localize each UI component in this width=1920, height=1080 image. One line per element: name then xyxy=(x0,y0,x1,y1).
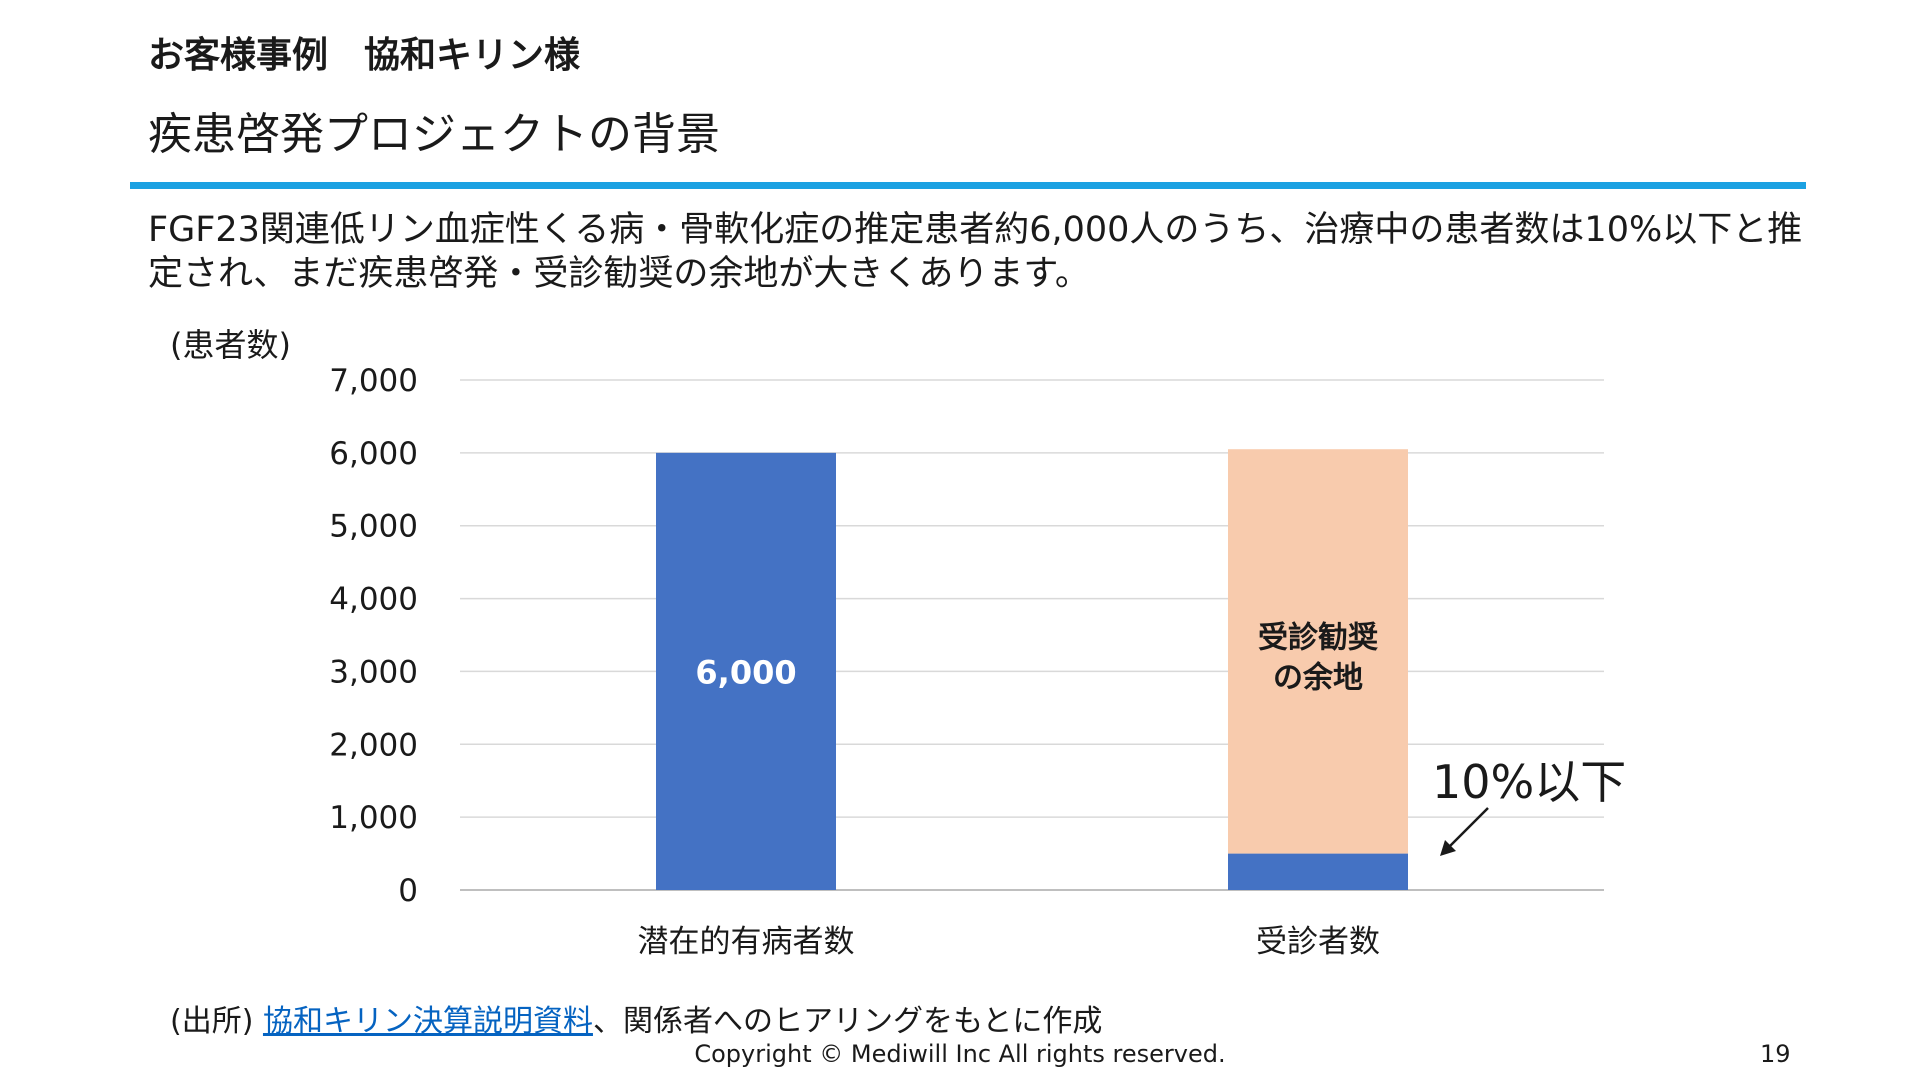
bars xyxy=(656,449,1408,890)
title-divider xyxy=(130,182,1806,189)
share-annotation: 10%以下 xyxy=(1432,755,1626,809)
bar-value-label: 6,000 xyxy=(695,653,796,691)
bar-patients xyxy=(656,452,836,890)
y-tick-label: 4,000 xyxy=(329,582,418,618)
category-label: 受診者数 xyxy=(1256,924,1380,960)
copyright: Copyright © Mediwill Inc All rights rese… xyxy=(694,1040,1226,1068)
remainder-label-line2: の余地 xyxy=(1273,660,1363,695)
source-note: (出所) 協和キリン決算説明資料、関係者へのヒアリングをもとに作成 xyxy=(170,996,1102,1040)
y-axis-label: (患者数) xyxy=(170,326,291,364)
remainder-label-line1: 受診勧奨 xyxy=(1258,620,1378,655)
bar-remainder xyxy=(1228,449,1408,854)
y-tick-label: 6,000 xyxy=(329,436,418,472)
gridlines xyxy=(460,379,1604,891)
y-tick-label: 2,000 xyxy=(329,727,418,763)
y-tick-label: 0 xyxy=(398,873,418,909)
y-tick-label: 1,000 xyxy=(329,800,418,836)
y-tick-label: 7,000 xyxy=(329,363,418,399)
y-tick-labels: 0 1,000 2,000 3,000 4,000 5,000 6,000 7,000 xyxy=(329,363,418,909)
source-prefix: (出所) xyxy=(170,1004,263,1039)
y-tick-label: 5,000 xyxy=(329,509,418,545)
bar-patients xyxy=(1228,853,1408,890)
page-number: 19 xyxy=(1760,1040,1791,1068)
source-link[interactable]: 協和キリン決算説明資料 xyxy=(262,1004,593,1039)
lead-text: FGF23関連低リン血症性くる病・骨軟化症の推定患者約6,000人のうち、治療中… xyxy=(148,210,1803,294)
y-tick-label: 3,000 xyxy=(329,654,418,690)
page-title: 疾患啓発プロジェクトの背景 xyxy=(148,109,720,160)
category-label: 潜在的有病者数 xyxy=(638,924,855,960)
annotation-arrow xyxy=(1440,807,1489,856)
company-title: お客様事例 協和キリン様 xyxy=(148,35,581,76)
category-labels: 潜在的有病者数 受診者数 xyxy=(638,924,1381,960)
source-suffix: 、関係者へのヒアリングをもとに作成 xyxy=(592,1004,1103,1039)
